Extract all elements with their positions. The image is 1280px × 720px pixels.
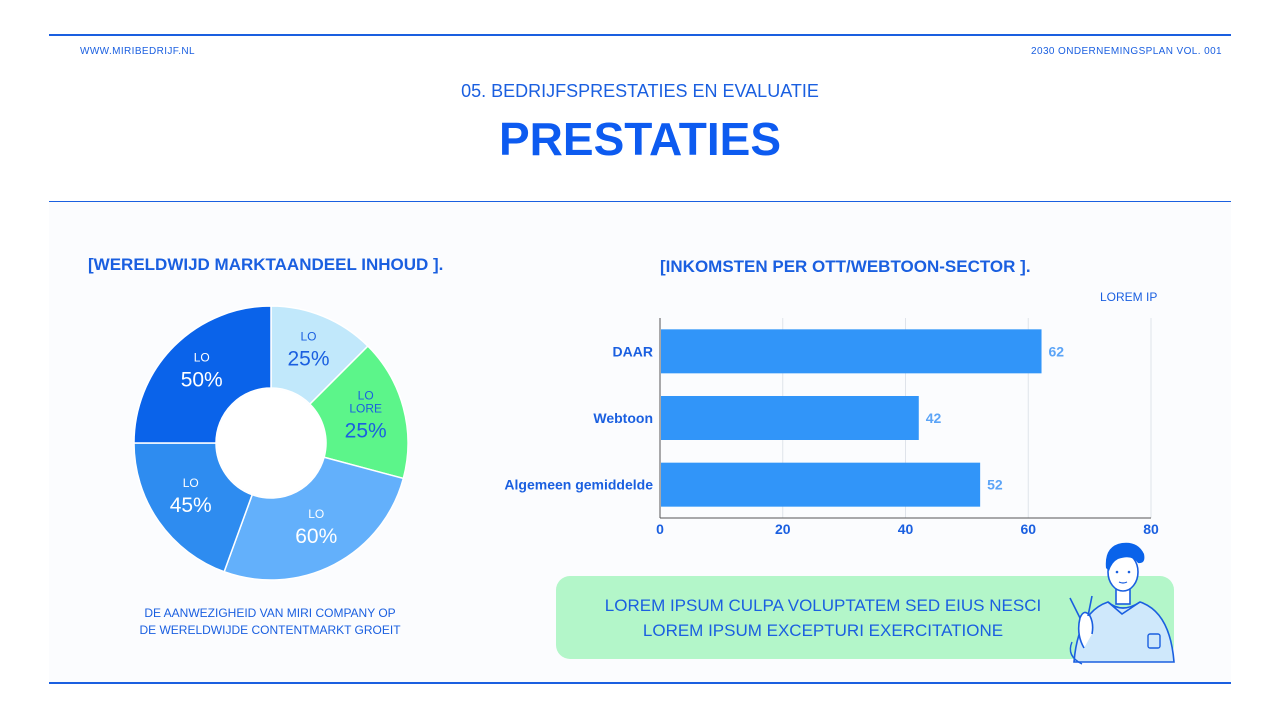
page-title: PRESTATIES bbox=[499, 113, 781, 165]
plan-label: 2030 ONDERNEMINGSPLAN VOL. 001 bbox=[1031, 46, 1222, 57]
page-subtitle: 05. BEDRIJFSPRESTATIES EN EVALUATIE bbox=[461, 81, 819, 101]
pie-slice-1 bbox=[308, 345, 409, 480]
x-tick-label: 40 bbox=[898, 521, 914, 537]
pie-slice-name-0: LO bbox=[300, 329, 316, 343]
website-url[interactable]: WWW.MIRIBEDRIJF.NL bbox=[80, 46, 195, 57]
pie-caption-line-2: DE WERELDWIJDE CONTENTMARKT GROEIT bbox=[139, 623, 401, 637]
pie-slice-name-1: LO bbox=[358, 389, 374, 403]
pie-slice-value-0: 25% bbox=[287, 347, 329, 370]
pie-slice-value-3: 45% bbox=[170, 494, 212, 517]
pie-slice-value-2: 60% bbox=[295, 525, 337, 548]
pie-slice-name-1: LORE bbox=[349, 402, 382, 416]
bar-chart-title: [INKOMSTEN PER OTT/WEBTOON-SECTOR ]. bbox=[660, 257, 1031, 276]
person-illustration bbox=[1069, 542, 1175, 665]
pie-caption-line-1: DE AANWEZIGHEID VAN MIRI COMPANY OP bbox=[144, 606, 396, 620]
pie-slice-name-2: LO bbox=[308, 507, 324, 521]
y-category-label: Algemeen gemiddelde bbox=[504, 477, 653, 493]
x-tick-label: 20 bbox=[775, 521, 791, 537]
bar-legend-label: LOREM IP bbox=[1100, 290, 1158, 304]
pie-slice-2 bbox=[223, 456, 405, 581]
pie-chart-title: [WERELDWIJD MARKTAANDEEL INHOUD ]. bbox=[88, 255, 444, 274]
bar-0 bbox=[661, 329, 1042, 374]
pie-slice-value-4: 50% bbox=[181, 369, 223, 392]
top-divider bbox=[49, 34, 1231, 36]
bottom-divider bbox=[49, 682, 1231, 684]
y-category-label: Webtoon bbox=[593, 410, 653, 426]
x-tick-label: 0 bbox=[656, 521, 664, 537]
y-category-label: DAAR bbox=[613, 343, 653, 359]
bar-2 bbox=[661, 462, 981, 507]
pie-slice-value-1: 25% bbox=[345, 420, 387, 443]
pie-slice-name-3: LO bbox=[183, 476, 199, 490]
pie-slice-4 bbox=[133, 305, 272, 444]
pie-slice-name-4: LO bbox=[194, 351, 210, 365]
callout-line-2: LOREM IPSUM EXCEPTURI EXERCITATIONE bbox=[642, 621, 1004, 640]
bar-value-label: 52 bbox=[987, 477, 1003, 493]
callout-text: LOREM IPSUM CULPA VOLUPTATEM SED EIUS NE… bbox=[570, 593, 1076, 643]
pie-slice-0 bbox=[270, 305, 369, 406]
x-tick-label: 60 bbox=[1020, 521, 1036, 537]
callout-line-1: LOREM IPSUM CULPA VOLUPTATEM SED EIUS NE… bbox=[604, 596, 1042, 615]
pie-caption: DE AANWEZIGHEID VAN MIRI COMPANY OP DE W… bbox=[120, 605, 420, 639]
bar-value-label: 62 bbox=[1049, 343, 1065, 359]
bar-1 bbox=[661, 396, 919, 440]
x-tick-label: 80 bbox=[1143, 521, 1159, 537]
donut-hole bbox=[217, 389, 325, 497]
bar-value-label: 42 bbox=[926, 410, 942, 426]
pie-slice-3 bbox=[133, 442, 254, 573]
middle-divider bbox=[49, 201, 1231, 202]
